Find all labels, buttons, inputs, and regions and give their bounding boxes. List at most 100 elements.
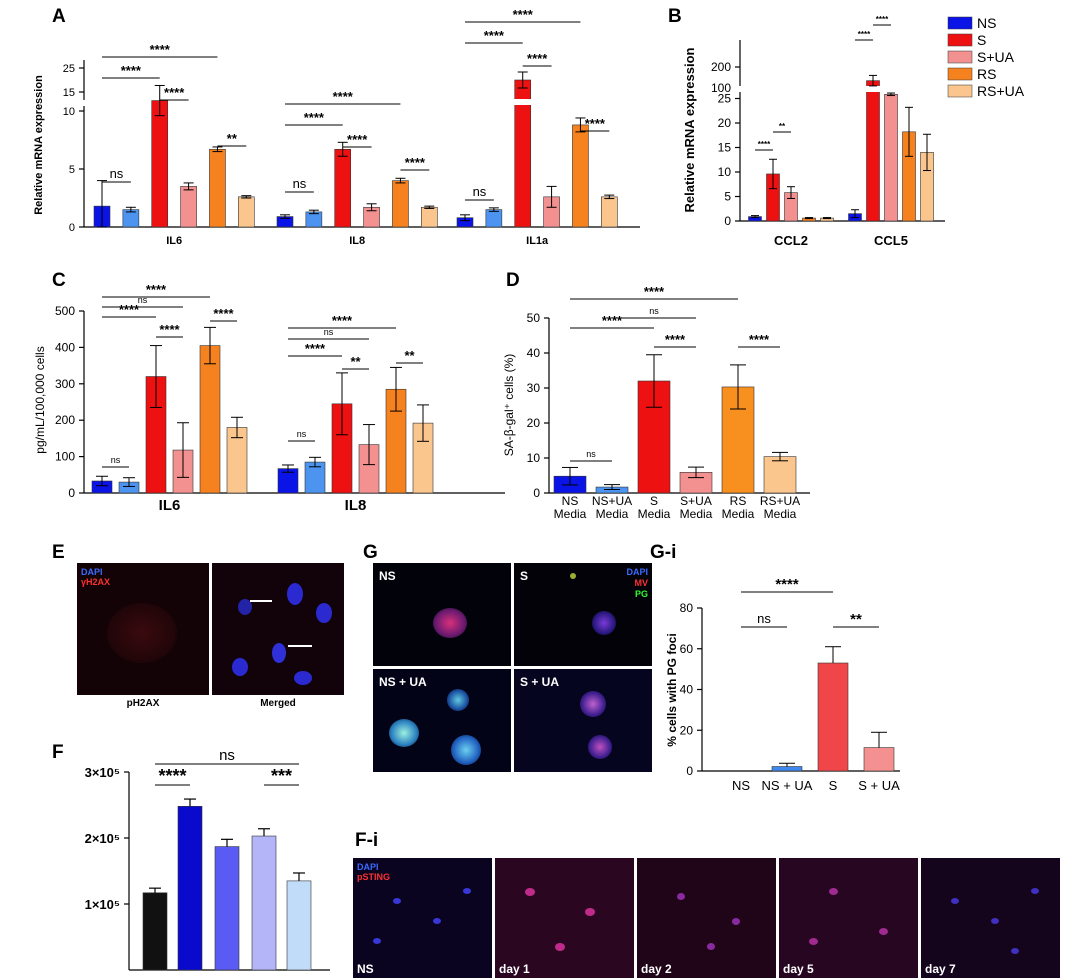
panel-label-e: E xyxy=(52,542,65,563)
gi-y-tick-label: 0 xyxy=(686,764,693,778)
d-x-tick-label: Media xyxy=(596,507,629,521)
c-y-tick-label: 400 xyxy=(55,340,75,354)
c-y-tick-label: 0 xyxy=(68,486,75,500)
a-axis-break xyxy=(78,100,90,106)
b-legend-swatch xyxy=(947,16,973,30)
b-bar-break xyxy=(883,86,899,92)
b-significance: ** xyxy=(779,122,786,131)
gi-y-tick-label: 40 xyxy=(680,683,694,697)
a-bar xyxy=(209,148,226,228)
b-bar xyxy=(884,94,898,222)
b-axis-break xyxy=(734,86,746,92)
f-y-tick-label: 3×10⁵ xyxy=(85,765,120,780)
stain-label-mv: MV xyxy=(634,578,649,588)
micrograph-label: day 7 xyxy=(925,962,956,976)
b-legend-label: NS xyxy=(977,15,996,31)
a-bar xyxy=(305,211,323,228)
gi-x-tick-label: S xyxy=(829,778,838,793)
a-bar xyxy=(420,206,438,228)
d-x-tick-label: Media xyxy=(680,507,713,521)
stain-label-dapi: DAPI xyxy=(81,567,103,577)
a-y-tick-label: 10 xyxy=(63,106,75,118)
c-significance: **** xyxy=(332,313,353,328)
d-y-tick-label: 10 xyxy=(527,451,541,465)
b-legend-label: S xyxy=(977,32,986,48)
micrograph-label-ns: NS xyxy=(379,569,396,583)
arrow-icon xyxy=(288,645,312,647)
b-y-tick-label: 15 xyxy=(718,141,732,155)
a-bar xyxy=(392,180,409,228)
a-significance: **** xyxy=(513,7,534,22)
d-significance: **** xyxy=(749,332,770,347)
a-x-tick-label: IL6 xyxy=(166,235,182,247)
c-significance: **** xyxy=(305,341,326,356)
f-bar xyxy=(214,846,240,971)
f-bar xyxy=(251,835,277,971)
b-legend-label: RS xyxy=(977,66,996,82)
c-significance: ** xyxy=(404,348,415,363)
a-significance: ** xyxy=(227,131,238,146)
a-bar xyxy=(485,209,503,228)
gi-x-tick-label: S + UA xyxy=(858,778,900,793)
c-y-tick-label: 500 xyxy=(55,304,75,318)
f-significance: **** xyxy=(158,766,186,786)
c-significance: ns xyxy=(111,455,121,465)
b-legend-swatch xyxy=(947,84,973,98)
micrograph-label: day 2 xyxy=(641,962,672,976)
micrograph-label-ns-ua: NS + UA xyxy=(379,675,427,689)
a-significance: **** xyxy=(585,116,606,131)
b-significance: **** xyxy=(876,15,889,24)
b-legend-swatch xyxy=(947,67,973,81)
gi-significance: ** xyxy=(850,611,862,628)
stain-label-psting: pSTING xyxy=(357,872,390,882)
micrograph-label-s-ua: S + UA xyxy=(520,675,560,689)
f-significance: ns xyxy=(219,747,235,764)
d-x-tick-label: RS xyxy=(730,494,747,508)
a-x-tick-label: IL1a xyxy=(526,235,549,247)
micrograph-fi-ns: DAPI pSTING NS xyxy=(353,858,492,978)
a-significance: **** xyxy=(164,85,185,100)
gi-x-tick-label: NS + UA xyxy=(762,778,813,793)
gi-bar xyxy=(863,747,895,772)
panel-label-fi: F-i xyxy=(355,830,379,851)
micrograph-g-ns-ua: NS + UA xyxy=(373,669,511,772)
c-x-tick-label: IL6 xyxy=(159,497,181,514)
b-legend-swatch xyxy=(947,33,973,47)
d-y-tick-label: 0 xyxy=(533,486,540,500)
gi-bar xyxy=(771,766,803,772)
a-significance: **** xyxy=(405,155,426,170)
a-significance: **** xyxy=(347,132,368,147)
b-significance: **** xyxy=(758,140,771,149)
b-y-tick-label: 10 xyxy=(718,165,732,179)
d-x-tick-label: Media xyxy=(764,507,797,521)
d-y-axis-label: SA-β-gal⁺ cells (%) xyxy=(502,354,516,457)
micrograph-g-s-ua: S + UA xyxy=(514,669,652,772)
micrograph-g-s: S DAPI MV PG xyxy=(514,563,652,666)
a-x-tick-label: IL8 xyxy=(349,235,365,247)
micrograph-label: day 5 xyxy=(783,962,814,976)
a-significance: **** xyxy=(333,89,354,104)
c-y-tick-label: 200 xyxy=(55,413,75,427)
panel-label-g: G xyxy=(363,542,378,563)
a-significance: **** xyxy=(304,110,325,125)
d-x-tick-label: Media xyxy=(554,507,587,521)
a-bar xyxy=(180,186,197,228)
d-y-tick-label: 40 xyxy=(527,346,541,360)
micrograph-g-ns: NS xyxy=(373,563,511,666)
b-y-tick-label: 0 xyxy=(724,214,731,228)
a-significance: **** xyxy=(150,42,171,57)
arrow-icon xyxy=(250,600,272,602)
b-legend-label: RS+UA xyxy=(977,83,1025,99)
b-bar xyxy=(866,80,880,222)
d-x-tick-label: RS+UA xyxy=(760,494,800,508)
panel-label-a: A xyxy=(52,6,66,27)
c-y-axis-label: pg/mL/100,000 cells xyxy=(33,346,47,453)
c-y-tick-label: 300 xyxy=(55,377,75,391)
a-y-tick-label: 15 xyxy=(63,87,75,99)
d-x-tick-label: S xyxy=(650,494,658,508)
a-y-axis-label: Relative mRNA expression xyxy=(33,75,45,215)
d-x-tick-label: Media xyxy=(638,507,671,521)
b-y-tick-label: 25 xyxy=(718,92,732,106)
f-bar xyxy=(142,892,168,971)
